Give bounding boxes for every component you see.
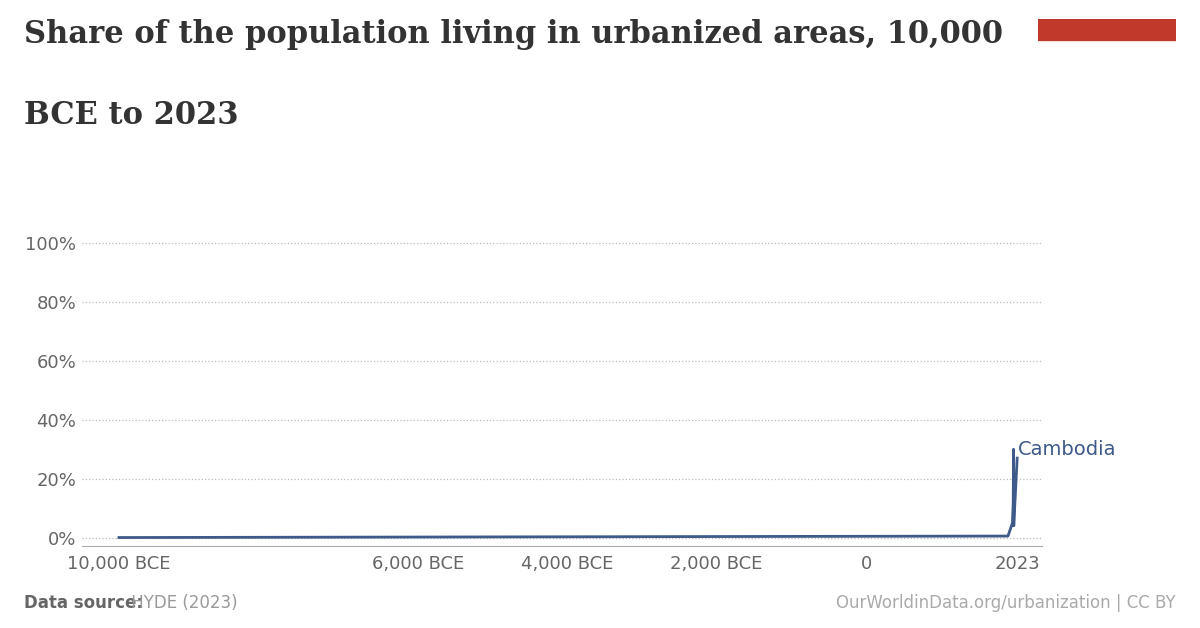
Text: Share of the population living in urbanized areas, 10,000: Share of the population living in urbani… bbox=[24, 19, 1003, 50]
Text: Our World: Our World bbox=[1069, 58, 1145, 71]
Text: Data source:: Data source: bbox=[24, 594, 143, 612]
Bar bbox=[1038, 19, 1176, 40]
Text: BCE to 2023: BCE to 2023 bbox=[24, 100, 239, 131]
Text: in Data: in Data bbox=[1080, 96, 1134, 109]
Text: Cambodia: Cambodia bbox=[1018, 440, 1116, 459]
Text: HYDE (2023): HYDE (2023) bbox=[126, 594, 238, 612]
Text: OurWorldinData.org/urbanization | CC BY: OurWorldinData.org/urbanization | CC BY bbox=[836, 594, 1176, 612]
